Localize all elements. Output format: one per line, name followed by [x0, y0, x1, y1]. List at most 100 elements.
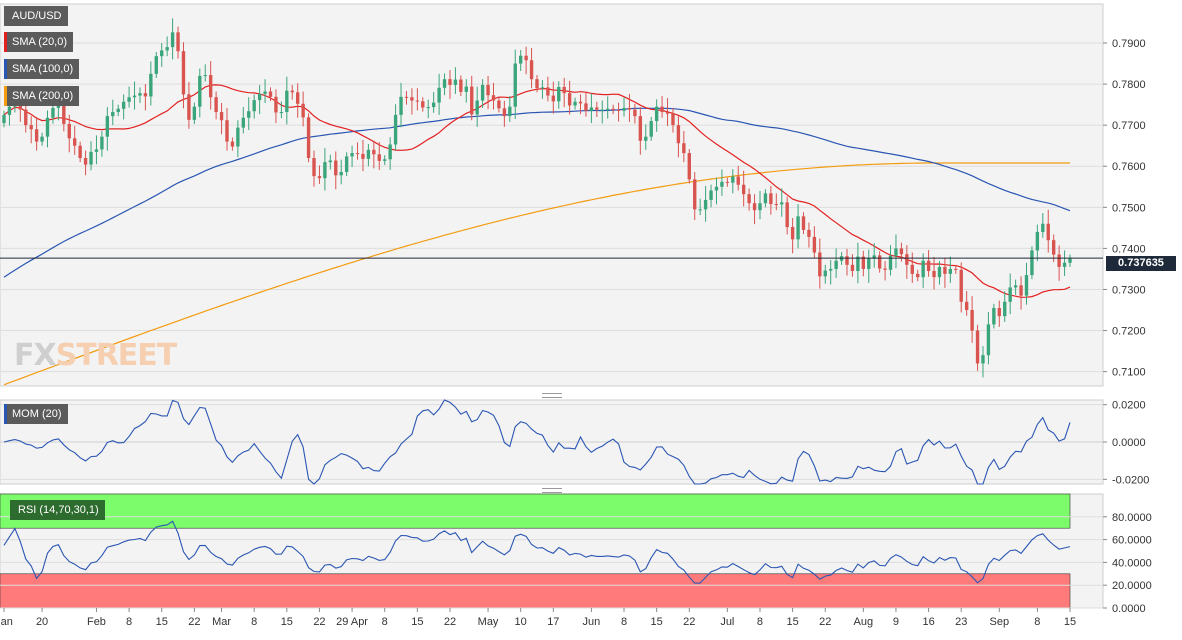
candle — [480, 79, 485, 108]
candle-body — [1051, 240, 1056, 255]
candle-body — [633, 109, 637, 117]
candle-body — [540, 87, 545, 89]
x-tick-label: 15 — [156, 616, 168, 628]
mom-y-tick-label: -0.0200 — [1112, 474, 1149, 486]
candle-body — [377, 154, 381, 161]
candle-body — [801, 216, 806, 230]
candle — [801, 212, 806, 235]
rsi-oversold-zone — [0, 573, 1071, 609]
candle — [339, 159, 343, 185]
price-y-tick-label: 0.7400 — [1112, 243, 1146, 255]
candle — [867, 249, 871, 283]
candle-body — [410, 97, 414, 101]
candle — [540, 79, 545, 99]
legend-mom[interactable]: MOM (20) — [4, 404, 68, 424]
watermark-fx: FX — [14, 338, 57, 373]
candle-body — [709, 190, 713, 200]
x-tick-label: 16 — [922, 616, 934, 628]
x-tick-label: 15 — [1064, 616, 1076, 628]
candle — [714, 177, 719, 205]
candle-body — [100, 136, 104, 150]
candle — [486, 75, 490, 110]
candle-body — [437, 87, 441, 103]
pane-price-bg — [0, 3, 1104, 387]
candle-body — [508, 106, 512, 117]
candle — [693, 171, 697, 221]
candle — [127, 86, 131, 108]
pane-splitter-2[interactable] — [542, 488, 562, 493]
candle-body — [355, 153, 360, 155]
candle — [67, 114, 71, 153]
candle — [644, 124, 648, 150]
x-tick-label: 8 — [621, 616, 627, 628]
pane-splitter-1[interactable] — [542, 393, 562, 398]
legend-rsi[interactable]: RSI (14,70,30,1) — [10, 500, 105, 520]
candle — [257, 84, 262, 115]
candle — [578, 94, 583, 115]
candle — [796, 204, 800, 249]
candle — [372, 140, 376, 169]
candle — [682, 130, 686, 163]
candle-body — [785, 202, 789, 228]
candle-body — [247, 111, 251, 118]
candle — [595, 101, 599, 117]
candle-body — [877, 255, 882, 269]
candle-body — [763, 193, 768, 204]
candle-body — [867, 258, 871, 269]
legend-sma-100[interactable]: SMA (100,0) — [4, 59, 80, 79]
candle — [426, 99, 430, 119]
candle-body — [257, 93, 262, 101]
candle-body — [595, 107, 599, 110]
legend-sma-200[interactable]: SMA (200,0) — [4, 86, 80, 106]
x-tick-label: 8 — [251, 616, 257, 628]
candle-body — [421, 101, 425, 108]
candle-body — [306, 117, 311, 159]
candle-body — [111, 112, 115, 117]
candle — [306, 113, 311, 163]
candle-body — [459, 79, 463, 92]
candle — [834, 248, 838, 278]
candle-body — [518, 55, 523, 64]
rsi-overbought-zone — [0, 493, 1071, 529]
candle — [567, 80, 572, 115]
candle-body — [660, 106, 664, 113]
candle — [894, 234, 898, 269]
candle — [872, 243, 876, 268]
candle-body — [62, 104, 66, 124]
candle-body — [1041, 223, 1045, 232]
candle-body — [970, 310, 974, 331]
candle-body — [932, 270, 936, 278]
candle-body — [1013, 285, 1018, 288]
candle — [943, 257, 947, 288]
candle-body — [415, 100, 420, 102]
candle — [29, 116, 33, 144]
mom-y-tick-label: 0.0200 — [1112, 400, 1146, 412]
candle — [573, 97, 577, 110]
candle-body — [372, 149, 376, 155]
candle — [1068, 254, 1072, 267]
candle — [780, 188, 784, 217]
candle — [399, 82, 403, 128]
legend-pair[interactable]: AUD/USD — [4, 6, 68, 26]
candle — [508, 96, 512, 122]
candle-body — [937, 266, 942, 278]
candle — [856, 242, 860, 284]
candle — [557, 81, 561, 109]
candle — [431, 91, 436, 113]
legend-sma-20[interactable]: SMA (20,0) — [4, 32, 74, 52]
sma-100-line — [3, 107, 1071, 278]
x-tick-label: Sep — [990, 616, 1010, 628]
candle — [89, 141, 93, 171]
candle — [986, 312, 991, 365]
candle-body — [513, 63, 517, 107]
candle — [932, 257, 936, 290]
candle-body — [208, 75, 213, 98]
candle-body — [916, 273, 920, 278]
candle-body — [557, 86, 561, 102]
candle — [1046, 209, 1050, 253]
x-tick-label: 22 — [313, 616, 325, 628]
candle-body — [252, 100, 256, 112]
candle — [948, 256, 953, 283]
candle — [154, 52, 158, 78]
